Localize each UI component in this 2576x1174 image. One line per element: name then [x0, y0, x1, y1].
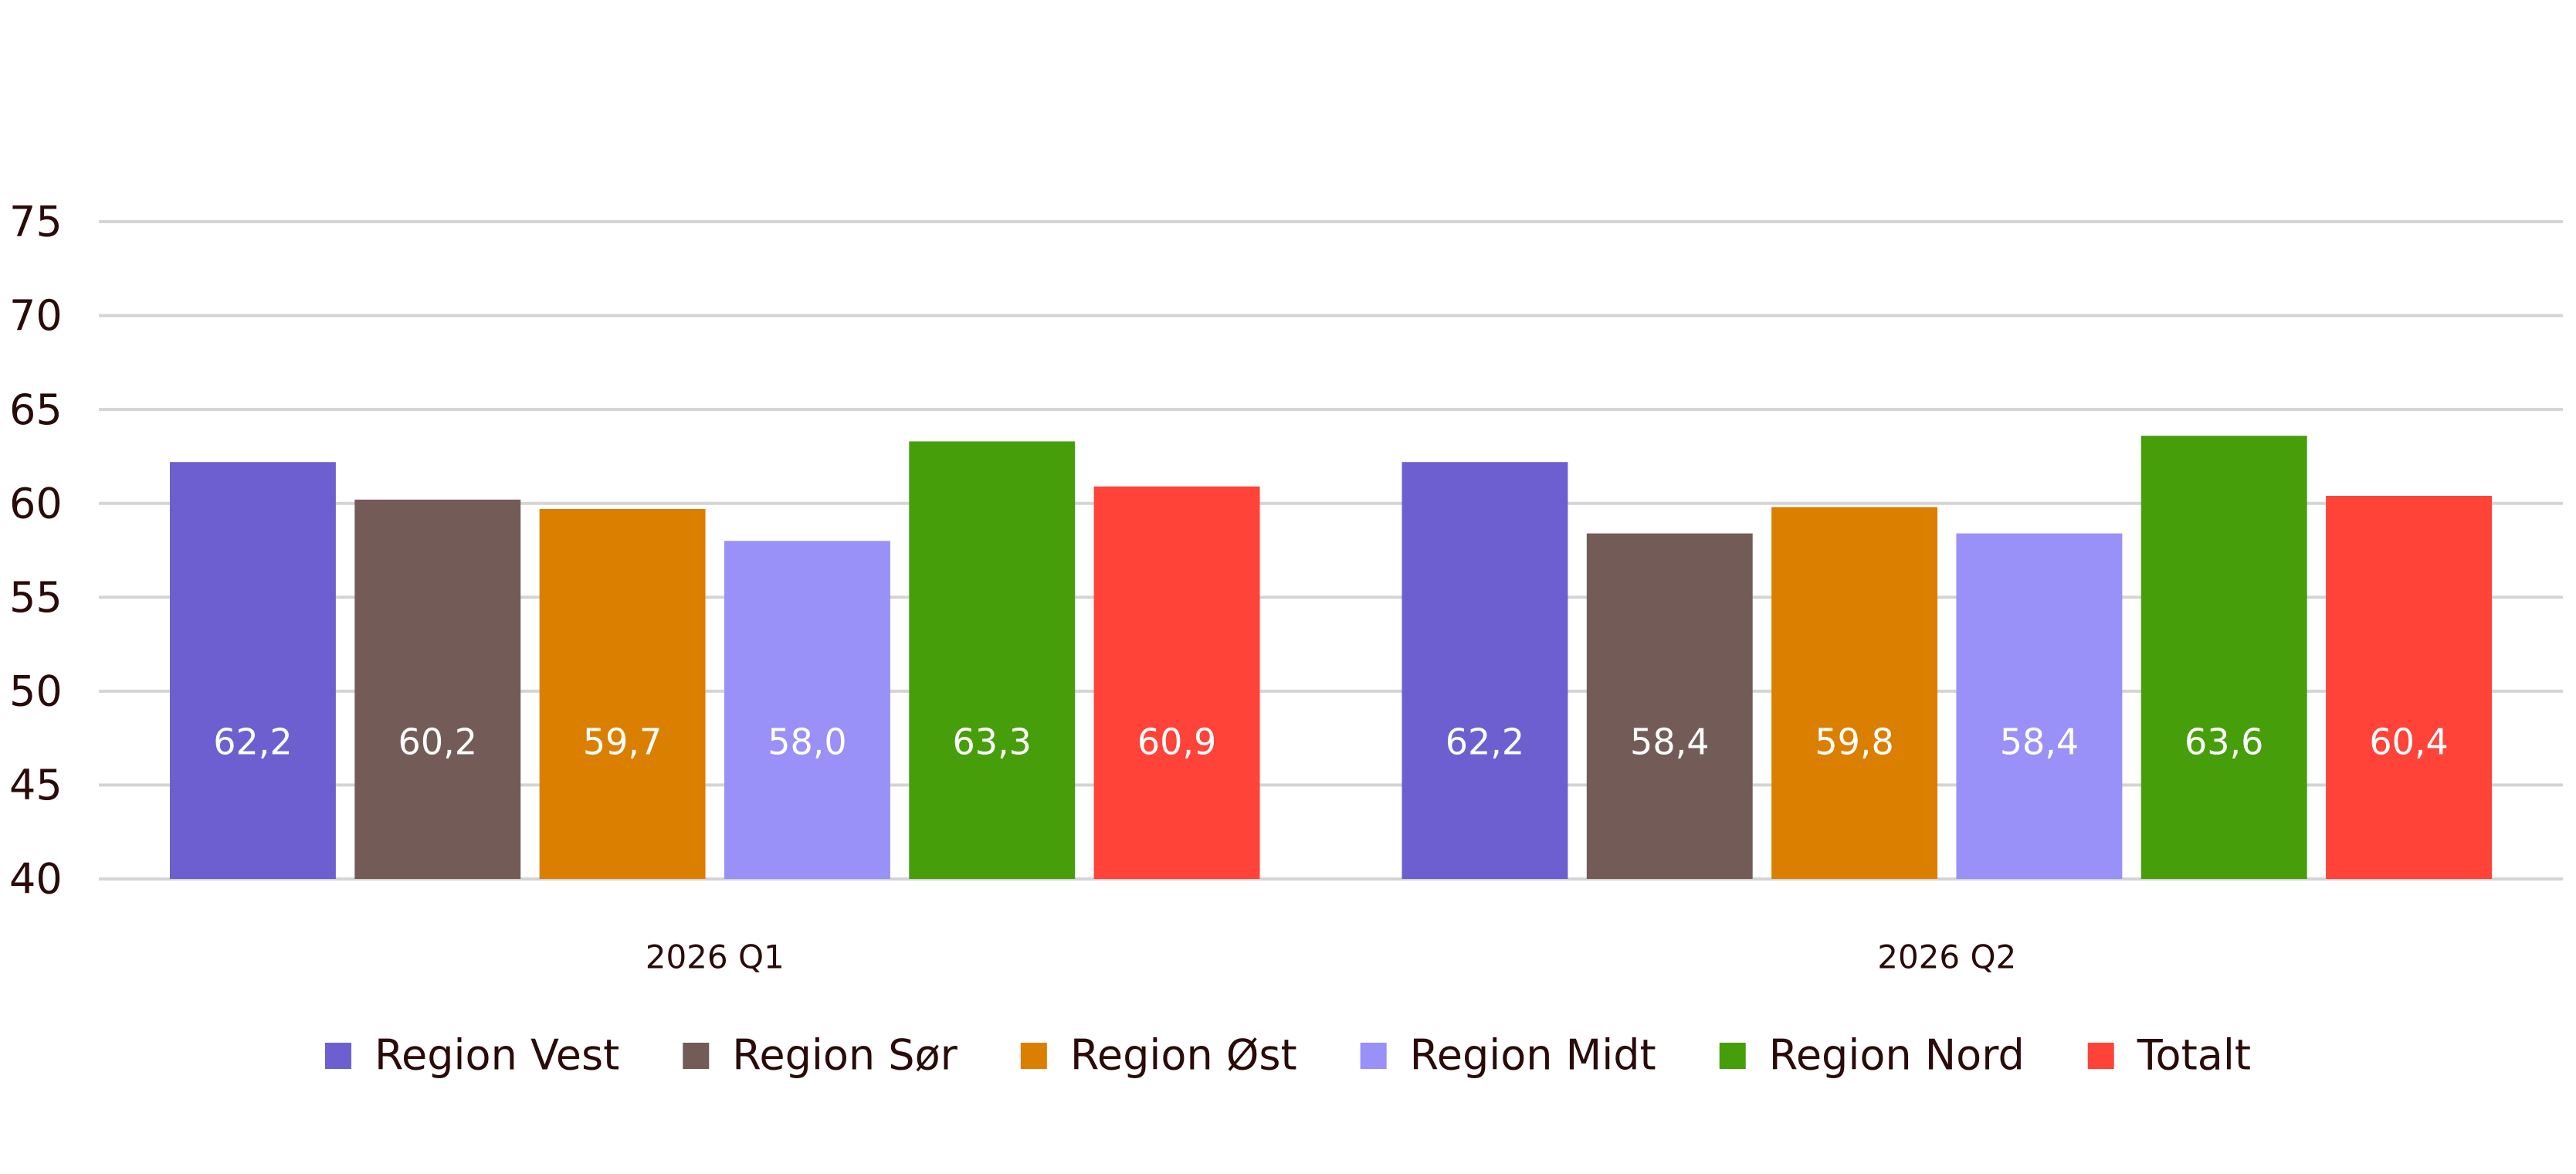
value-label: 63,3	[953, 721, 1032, 763]
legend-label[interactable]: Region Vest	[375, 1031, 619, 1080]
x-tick-label: 2026 Q1	[646, 938, 785, 976]
bar	[909, 441, 1076, 879]
value-label: 60,4	[2369, 721, 2448, 763]
value-label: 58,4	[1630, 721, 1709, 763]
bar	[1771, 507, 1938, 879]
legend-label[interactable]: Region Nord	[1769, 1031, 2025, 1080]
y-tick-label: 50	[9, 667, 63, 715]
y-tick-label: 55	[9, 573, 63, 622]
y-tick-label: 60	[9, 479, 63, 528]
y-tick-label: 75	[9, 198, 63, 246]
bar	[1956, 533, 2123, 879]
y-tick-label: 70	[9, 291, 63, 340]
value-label: 58,4	[2000, 721, 2079, 763]
bar	[2140, 436, 2307, 879]
bar	[1586, 533, 1753, 879]
legend-label[interactable]: Totalt	[2137, 1031, 2251, 1080]
value-label: 63,6	[2185, 721, 2263, 763]
legend-label[interactable]: Region Midt	[1410, 1031, 1656, 1080]
y-tick-label: 40	[9, 855, 63, 904]
legend-swatch[interactable]	[2087, 1043, 2114, 1069]
legend-swatch[interactable]	[324, 1043, 351, 1069]
x-tick-label: 2026 Q2	[1877, 938, 2016, 976]
value-label: 58,0	[768, 721, 846, 763]
bar	[724, 541, 890, 879]
bar	[1093, 486, 1260, 879]
bar	[539, 509, 706, 879]
value-label: 60,2	[398, 721, 477, 763]
legend-swatch[interactable]	[1020, 1043, 1047, 1069]
bar	[2326, 495, 2493, 879]
legend-swatch[interactable]	[1719, 1043, 1746, 1069]
y-tick-label: 65	[9, 385, 63, 434]
value-label: 62,2	[213, 721, 292, 763]
legend-swatch[interactable]	[1360, 1043, 1387, 1069]
bar	[1402, 462, 1568, 879]
bar	[354, 499, 521, 879]
legend-swatch[interactable]	[683, 1043, 710, 1069]
value-label: 59,8	[1815, 721, 1893, 763]
value-label: 62,2	[1446, 721, 1524, 763]
y-tick-label: 45	[9, 761, 63, 809]
value-label: 59,7	[583, 721, 662, 763]
legend-label[interactable]: Region Sør	[732, 1031, 958, 1080]
bar	[169, 462, 336, 879]
legend-label[interactable]: Region Øst	[1070, 1031, 1297, 1080]
value-label: 60,9	[1137, 721, 1216, 763]
